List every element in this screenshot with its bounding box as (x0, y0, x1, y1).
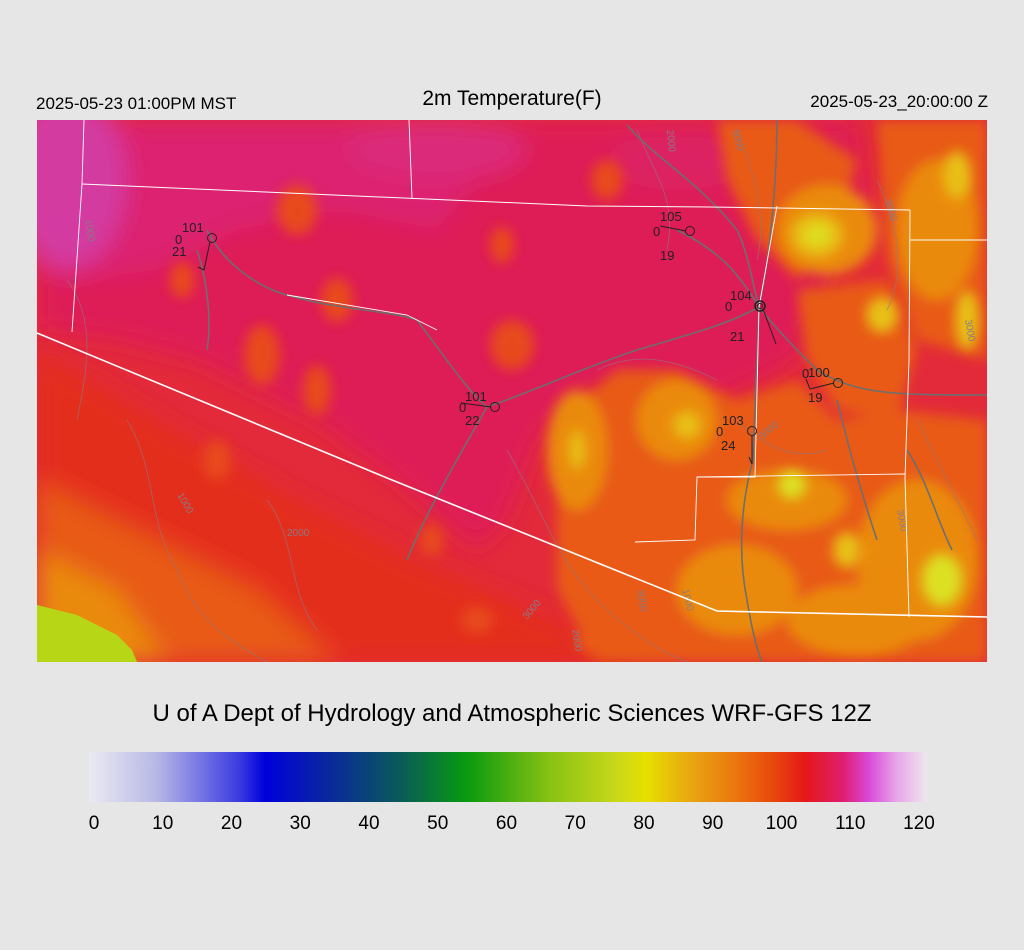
field-hot-zone (37, 120, 867, 550)
field-yellow-peaks (569, 151, 979, 606)
border-az-nm-north (81, 183, 911, 211)
highways (196, 120, 987, 662)
station-plot: 101 0 22 (459, 389, 500, 428)
colorbar-tick-label: 90 (702, 813, 724, 834)
colorbar-tick-label: 80 (633, 813, 655, 834)
border-county-5 (904, 209, 911, 618)
station-calm: 0 (653, 224, 660, 239)
colorbar-tick-label: 30 (289, 813, 311, 834)
station-dewpoint: 19 (660, 248, 674, 263)
field-mountain-blobs (170, 160, 623, 634)
svg-text:3000: 3000 (894, 509, 909, 533)
svg-text:2000: 2000 (664, 129, 677, 153)
field-gulf-corner (37, 605, 137, 662)
station-temp: 100 (808, 365, 830, 380)
border-county-7 (696, 473, 906, 478)
station-dewpoint: 21 (172, 244, 186, 259)
border-county-3 (81, 120, 85, 185)
border-county-2 (408, 120, 413, 199)
map-title: 2m Temperature(F) (422, 87, 602, 110)
station-calm: 0 (802, 366, 809, 381)
station-plot: 100 0 19 (802, 365, 843, 405)
colorbar-tick-label: 40 (358, 813, 380, 834)
svg-text:2000: 2000 (569, 629, 584, 653)
border-county-8 (286, 294, 438, 331)
political-borders (37, 120, 987, 618)
svg-text:2000: 2000 (287, 528, 310, 539)
station-dewpoint: 21 (730, 329, 744, 344)
station-temp: 101 (465, 389, 487, 404)
border-mexico (37, 332, 987, 618)
terrain-contours (66, 129, 978, 662)
station-plot: 103 0 24 (716, 413, 757, 465)
temperature-map: 1000 2000 3000 2000 1000 3000 1000 2000 … (37, 120, 987, 662)
colorbar-tick-label: 120 (903, 813, 935, 834)
station-plot: 101 0 21 (172, 220, 217, 271)
svg-text:3000: 3000 (962, 319, 977, 343)
station-calm: 0 (716, 424, 723, 439)
station-dewpoint: 24 (721, 438, 735, 453)
station-plot: 105 0 19 (653, 209, 695, 263)
colorbar-tick-label: 100 (765, 813, 798, 834)
station-temp: 101 (182, 220, 204, 235)
temperature-colorbar (89, 752, 927, 802)
colorbar-tick-label: 60 (495, 813, 518, 834)
station-temp: 103 (722, 413, 744, 428)
svg-text:3000: 3000 (634, 589, 649, 613)
model-credit: U of A Dept of Hydrology and Atmospheric… (152, 700, 872, 727)
colorbar-tick-label: 10 (152, 813, 174, 834)
station-dewpoint: 22 (465, 413, 479, 428)
station-calm: 0 (725, 299, 732, 314)
station-calm: 0 (459, 400, 466, 415)
colorbar-tick-label: 70 (564, 813, 586, 834)
colorbar-tick-label: 110 (835, 813, 866, 834)
colorbar-tick-label: 20 (220, 813, 243, 834)
station-temp: 105 (660, 209, 682, 224)
station-dewpoint: 19 (808, 390, 822, 405)
station-temp: 104 (730, 288, 752, 303)
colorbar-tick-label: 0 (88, 813, 100, 834)
valid-time-utc: 2025-05-23_20:00:00 Z (810, 92, 988, 111)
svg-text:1000: 1000 (82, 219, 97, 243)
border-county-1 (71, 183, 83, 333)
colorbar-tick-label: 50 (427, 813, 449, 834)
valid-time-local: 2025-05-23 01:00PM MST (36, 94, 237, 113)
station-plot: 104 0 21 (725, 288, 777, 345)
station-calm: 0 (175, 232, 182, 247)
